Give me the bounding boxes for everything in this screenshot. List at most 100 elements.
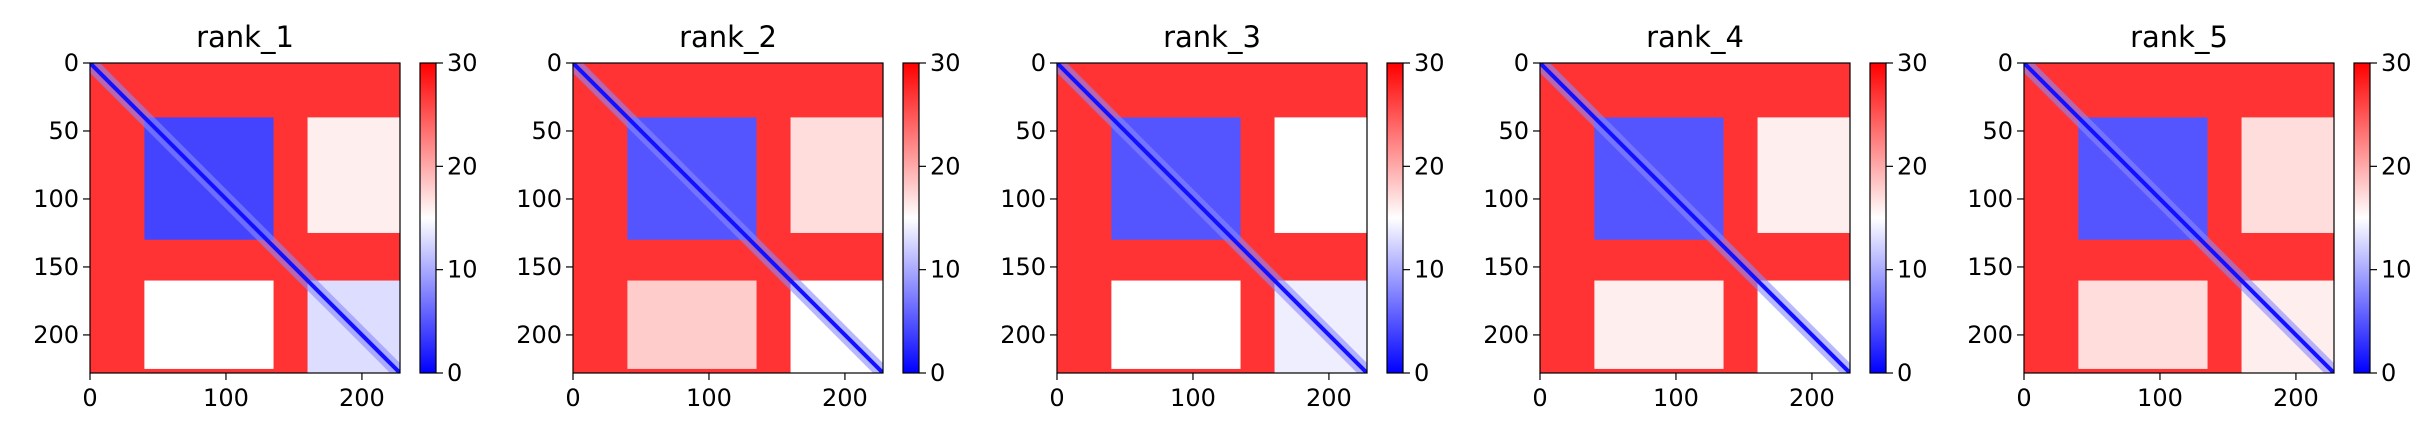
- heatmap-panel-4: rank_4 0 100 200 0 50 100 150 200 0 10 20 30: [1483, 20, 1927, 412]
- x-tick-label: 0: [565, 384, 580, 412]
- y-tick-label: 50: [1982, 117, 2013, 145]
- y-tick-label: 150: [1000, 253, 1046, 281]
- x-tick-label: 200: [822, 384, 868, 412]
- heatmap-area: [573, 63, 883, 373]
- y-tick-label: 150: [516, 253, 562, 281]
- colorbar-tick-label: 30: [930, 49, 961, 77]
- heatmap-area: [1540, 63, 1850, 373]
- colorbar-tick-label: 20: [447, 152, 478, 180]
- x-tick-label: 0: [1049, 384, 1064, 412]
- y-tick-label: 150: [1483, 253, 1529, 281]
- diagonal-line: [1057, 63, 1367, 373]
- diagonal-line: [573, 63, 883, 373]
- y-tick-label: 200: [1967, 321, 2013, 349]
- y-tick-label: 50: [1498, 117, 1529, 145]
- x-tick-label: 0: [2016, 384, 2031, 412]
- colorbar-tick-label: 10: [930, 256, 961, 284]
- colorbar-tick-label: 0: [1897, 359, 1912, 387]
- colorbar-frame: [2353, 62, 2371, 374]
- x-tick-label: 200: [2273, 384, 2319, 412]
- y-tick-label: 200: [33, 321, 79, 349]
- x-tick-label: 200: [1306, 384, 1352, 412]
- colorbar: [903, 63, 919, 373]
- diagonal-line: [1540, 63, 1850, 373]
- y-tick-label: 50: [531, 117, 562, 145]
- colorbar: [420, 63, 436, 373]
- heatmap-block-3: [307, 117, 400, 233]
- y-tick-label: 200: [516, 321, 562, 349]
- heatmap-block-4: [2078, 280, 2208, 369]
- panel-title: rank_5: [2130, 20, 2228, 54]
- heatmap-block-4: [1111, 280, 1241, 369]
- heatmap-block-4: [144, 280, 274, 369]
- axes-frame: [2023, 62, 2335, 374]
- x-tick-label: 100: [1170, 384, 1216, 412]
- panel-title: rank_2: [679, 20, 777, 54]
- colorbar-tick-label: 30: [1414, 49, 1445, 77]
- colorbar-tick-label: 10: [2381, 256, 2412, 284]
- colorbar-tick-label: 0: [930, 359, 945, 387]
- heatmap-block-3: [1757, 117, 1850, 233]
- colorbar-tick-label: 0: [1414, 359, 1429, 387]
- colorbar-tick-label: 20: [1897, 152, 1928, 180]
- heatmap-block-3: [2241, 117, 2334, 233]
- heatmap-block-3: [1274, 117, 1367, 233]
- y-tick-label: 150: [33, 253, 79, 281]
- colorbar-tick-label: 30: [2381, 49, 2412, 77]
- colorbar: [2354, 63, 2370, 373]
- y-tick-label: 100: [1483, 185, 1529, 213]
- x-tick-label: 200: [339, 384, 385, 412]
- colorbar-tick-label: 30: [1897, 49, 1928, 77]
- axes-frame: [1539, 62, 1851, 374]
- y-tick-label: 0: [1031, 49, 1046, 77]
- heatmap-area: [2024, 63, 2334, 373]
- x-tick-label: 0: [1532, 384, 1547, 412]
- heatmap-panel-1: rank_1 0 100 200 0 50 100 150 200 0 10 20 30: [33, 20, 477, 412]
- y-tick-label: 150: [1967, 253, 2013, 281]
- y-tick-label: 0: [1998, 49, 2013, 77]
- x-tick-label: 200: [1789, 384, 1835, 412]
- heatmap-panel-5: rank_5 0 100 200 0 50 100 150 200 0 10 20 30: [1967, 20, 2411, 412]
- y-tick-label: 50: [1015, 117, 1046, 145]
- y-tick-label: 0: [1514, 49, 1529, 77]
- colorbar-tick-label: 20: [2381, 152, 2412, 180]
- heatmap-block-4: [627, 280, 757, 369]
- colorbar-frame: [1869, 62, 1887, 374]
- colorbar-frame: [1386, 62, 1404, 374]
- x-tick-label: 0: [82, 384, 97, 412]
- x-tick-label: 100: [1653, 384, 1699, 412]
- colorbar-tick-label: 10: [1897, 256, 1928, 284]
- x-tick-label: 100: [2137, 384, 2183, 412]
- y-tick-label: 200: [1483, 321, 1529, 349]
- y-tick-label: 0: [64, 49, 79, 77]
- x-tick-label: 100: [203, 384, 249, 412]
- colorbar-tick-label: 10: [447, 256, 478, 284]
- panel-title: rank_3: [1163, 20, 1261, 54]
- colorbar-frame: [902, 62, 920, 374]
- x-tick-label: 100: [686, 384, 732, 412]
- y-tick-label: 100: [1000, 185, 1046, 213]
- axes-frame: [572, 62, 884, 374]
- y-tick-label: 100: [1967, 185, 2013, 213]
- diagonal-line: [90, 63, 400, 373]
- heatmap-block-4: [1594, 280, 1724, 369]
- panel-title: rank_4: [1646, 20, 1744, 54]
- heatmap-panel-2: rank_2 0 100 200 0 50 100 150 200 0 10 20 30: [516, 20, 960, 412]
- colorbar: [1870, 63, 1886, 373]
- colorbar-tick-label: 20: [1414, 152, 1445, 180]
- colorbar-tick-label: 30: [447, 49, 478, 77]
- colorbar: [1387, 63, 1403, 373]
- y-tick-label: 100: [33, 185, 79, 213]
- colorbar-tick-label: 0: [447, 359, 462, 387]
- colorbar-tick-label: 10: [1414, 256, 1445, 284]
- axes-frame: [89, 62, 401, 374]
- diagonal-line: [2024, 63, 2334, 373]
- colorbar-tick-label: 0: [2381, 359, 2396, 387]
- heatmap-block-3: [790, 117, 883, 233]
- panel-title: rank_1: [196, 20, 294, 54]
- y-tick-label: 50: [48, 117, 79, 145]
- axes-frame: [1056, 62, 1368, 374]
- y-tick-label: 100: [516, 185, 562, 213]
- colorbar-tick-label: 20: [930, 152, 961, 180]
